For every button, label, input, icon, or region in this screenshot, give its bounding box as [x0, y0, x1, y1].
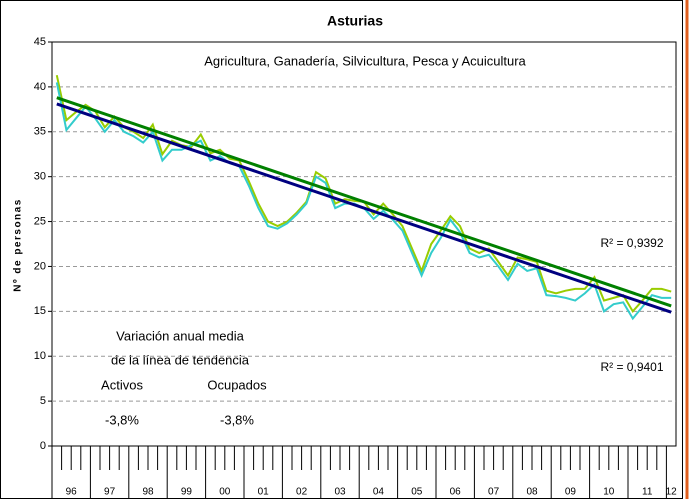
x-tick-label: 11 — [642, 487, 653, 498]
x-tick-label: 06 — [450, 487, 462, 498]
x-tick-label: 07 — [488, 487, 500, 498]
r2-label: R² = 0,9392 — [600, 236, 663, 250]
x-tick-label: 01 — [258, 487, 270, 498]
x-tick-label: 08 — [526, 487, 538, 498]
y-tick-label: 20 — [34, 260, 46, 272]
annotation: Activos — [101, 377, 143, 392]
x-tick-label: 10 — [603, 487, 615, 498]
x-tick-label: 04 — [373, 487, 385, 498]
x-tick-label: 98 — [142, 487, 154, 498]
annotation: -3,8% — [105, 412, 139, 427]
r2-label: R² = 0,9401 — [600, 360, 663, 374]
annotation: -3,8% — [220, 412, 254, 427]
y-tick-label: 5 — [40, 395, 46, 407]
annotation: de la línea de tendencia — [111, 352, 250, 367]
trend-line — [56, 96, 672, 308]
x-tick-label: 05 — [411, 487, 423, 498]
annotation: Variación anual media — [116, 328, 244, 343]
x-tick-label: 97 — [104, 487, 116, 498]
x-tick-label: 03 — [334, 487, 346, 498]
x-tick-label: 96 — [66, 487, 78, 498]
y-tick-label: 25 — [34, 215, 46, 227]
y-tick-label: 10 — [34, 350, 46, 362]
y-axis-label: Nº de personas — [13, 198, 24, 292]
plot-area — [51, 41, 677, 447]
trend-line — [56, 102, 672, 314]
y-tick-label: 35 — [34, 126, 46, 138]
y-tick-label: 15 — [34, 305, 46, 317]
y-tick-label: 40 — [34, 81, 46, 93]
x-tick-label: 09 — [565, 487, 577, 498]
y-tick-label: 30 — [34, 171, 46, 183]
chart-title: Asturias — [327, 13, 383, 29]
y-tick-label: 45 — [34, 36, 46, 48]
x-tick-label: 02 — [296, 487, 308, 498]
chart-subtitle: Agricultura, Ganadería, Silvicultura, Pe… — [204, 53, 526, 68]
x-tick-label: 99 — [181, 487, 193, 498]
y-tick-label: 0 — [40, 440, 46, 452]
annotation: Ocupados — [207, 377, 267, 392]
x-tick-label: 00 — [219, 487, 231, 498]
x-tick-label: 12 — [666, 487, 678, 498]
